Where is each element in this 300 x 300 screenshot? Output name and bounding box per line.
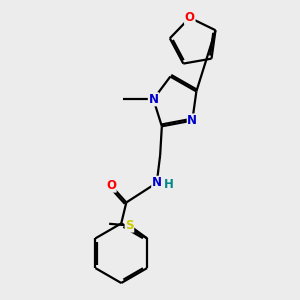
Text: H: H bbox=[164, 178, 174, 191]
Text: N: N bbox=[187, 114, 197, 127]
Text: O: O bbox=[185, 11, 195, 24]
Text: S: S bbox=[125, 219, 134, 232]
Text: N: N bbox=[152, 176, 162, 189]
Text: N: N bbox=[148, 93, 158, 106]
Text: O: O bbox=[185, 11, 195, 24]
Text: O: O bbox=[106, 179, 116, 192]
